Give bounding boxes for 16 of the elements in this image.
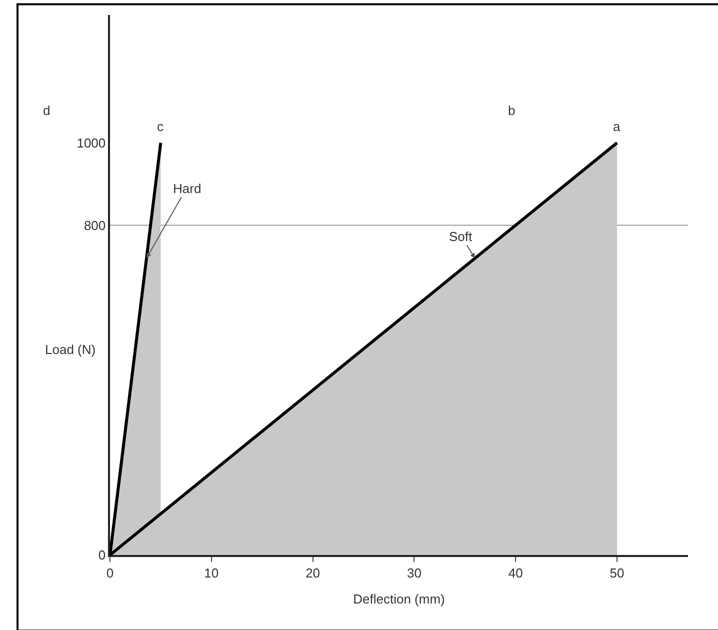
text: d <box>43 103 50 118</box>
annotation: a <box>613 119 621 134</box>
x-axis-title: Deflection (mm) <box>353 591 445 606</box>
annotation: b <box>508 103 516 118</box>
y-axis-title: Load (N) <box>45 342 96 357</box>
x-tick-label: 30 <box>406 565 422 580</box>
series-label: Hard <box>173 181 202 196</box>
series-label: Soft <box>449 229 473 244</box>
x-tick-label: 50 <box>610 565 624 580</box>
y-tick-label: 0 <box>98 548 106 563</box>
x-tick-label: 20 <box>306 565 320 580</box>
y-tick-label: 1000 <box>76 135 106 150</box>
x-tick-label: 10 <box>204 565 219 580</box>
y-tick-label: 800 <box>84 218 106 233</box>
annotation: c <box>157 119 164 134</box>
x-tick-label: 40 <box>508 565 523 580</box>
